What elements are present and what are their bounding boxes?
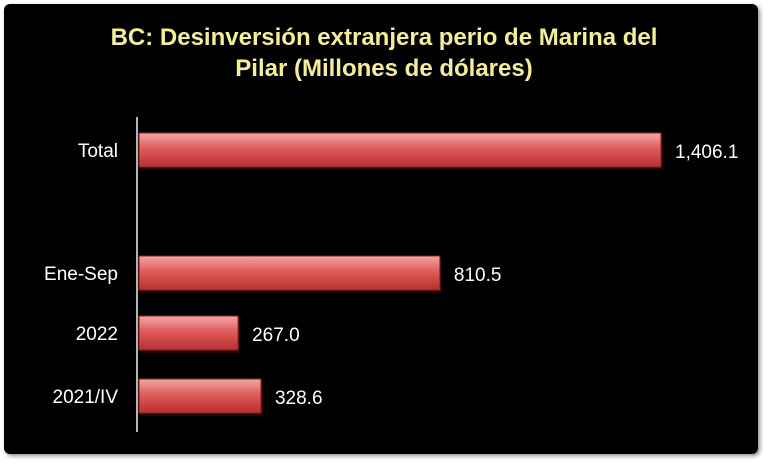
bar-total [138, 132, 662, 168]
value-label: 328.6 [275, 388, 323, 409]
bar-ene-sep [138, 255, 441, 291]
value-label: 267.0 [252, 325, 300, 346]
chart-title-line-1: BC: Desinversión extranjera perio de Mar… [110, 24, 658, 51]
chart-title: BC: Desinversión extranjera perio de Mar… [0, 22, 768, 84]
category-label: 2021/IV [53, 387, 119, 408]
bar-2021-iv [138, 378, 262, 414]
value-label: 810.5 [454, 265, 502, 286]
category-label: 2022 [76, 324, 118, 345]
bar-2022 [138, 315, 239, 351]
chart-title-line-2: Pilar (Millones de dólares) [235, 55, 533, 82]
category-label: Ene-Sep [44, 264, 118, 285]
value-label: 1,406.1 [675, 142, 738, 163]
category-label: Total [78, 141, 118, 162]
chart-frame [4, 4, 758, 454]
